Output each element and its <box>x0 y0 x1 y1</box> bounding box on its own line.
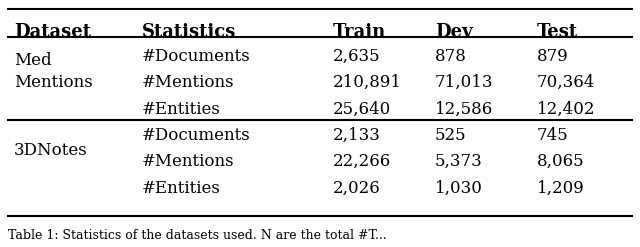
Text: 5,373: 5,373 <box>435 153 483 170</box>
Text: 2,026: 2,026 <box>333 180 381 197</box>
Text: #Documents: #Documents <box>141 48 250 65</box>
Text: 25,640: 25,640 <box>333 101 391 118</box>
Text: 22,266: 22,266 <box>333 153 391 170</box>
Text: 745: 745 <box>537 127 568 144</box>
Text: 878: 878 <box>435 48 467 65</box>
Text: 1,209: 1,209 <box>537 180 584 197</box>
Text: #Entities: #Entities <box>141 180 220 197</box>
Text: #Entities: #Entities <box>141 101 220 118</box>
Text: 879: 879 <box>537 48 568 65</box>
Text: 525: 525 <box>435 127 467 144</box>
Text: 12,402: 12,402 <box>537 101 595 118</box>
Text: 3DNotes: 3DNotes <box>14 142 88 159</box>
Text: Statistics: Statistics <box>141 23 236 41</box>
Text: #Mentions: #Mentions <box>141 153 234 170</box>
Text: Table 1: Statistics of the datasets used. N are the total #T...: Table 1: Statistics of the datasets used… <box>8 228 387 242</box>
Text: Dataset: Dataset <box>14 23 91 41</box>
Text: 71,013: 71,013 <box>435 74 493 91</box>
Text: 1,030: 1,030 <box>435 180 483 197</box>
Text: Med
Mentions: Med Mentions <box>14 52 93 91</box>
Text: Train: Train <box>333 23 386 41</box>
Text: 2,635: 2,635 <box>333 48 380 65</box>
Text: #Mentions: #Mentions <box>141 74 234 91</box>
Text: 12,586: 12,586 <box>435 101 493 118</box>
Text: 8,065: 8,065 <box>537 153 584 170</box>
Text: 210,891: 210,891 <box>333 74 402 91</box>
Text: Dev: Dev <box>435 23 472 41</box>
Text: #Documents: #Documents <box>141 127 250 144</box>
Text: 2,133: 2,133 <box>333 127 381 144</box>
Text: Test: Test <box>537 23 578 41</box>
Text: 70,364: 70,364 <box>537 74 595 91</box>
